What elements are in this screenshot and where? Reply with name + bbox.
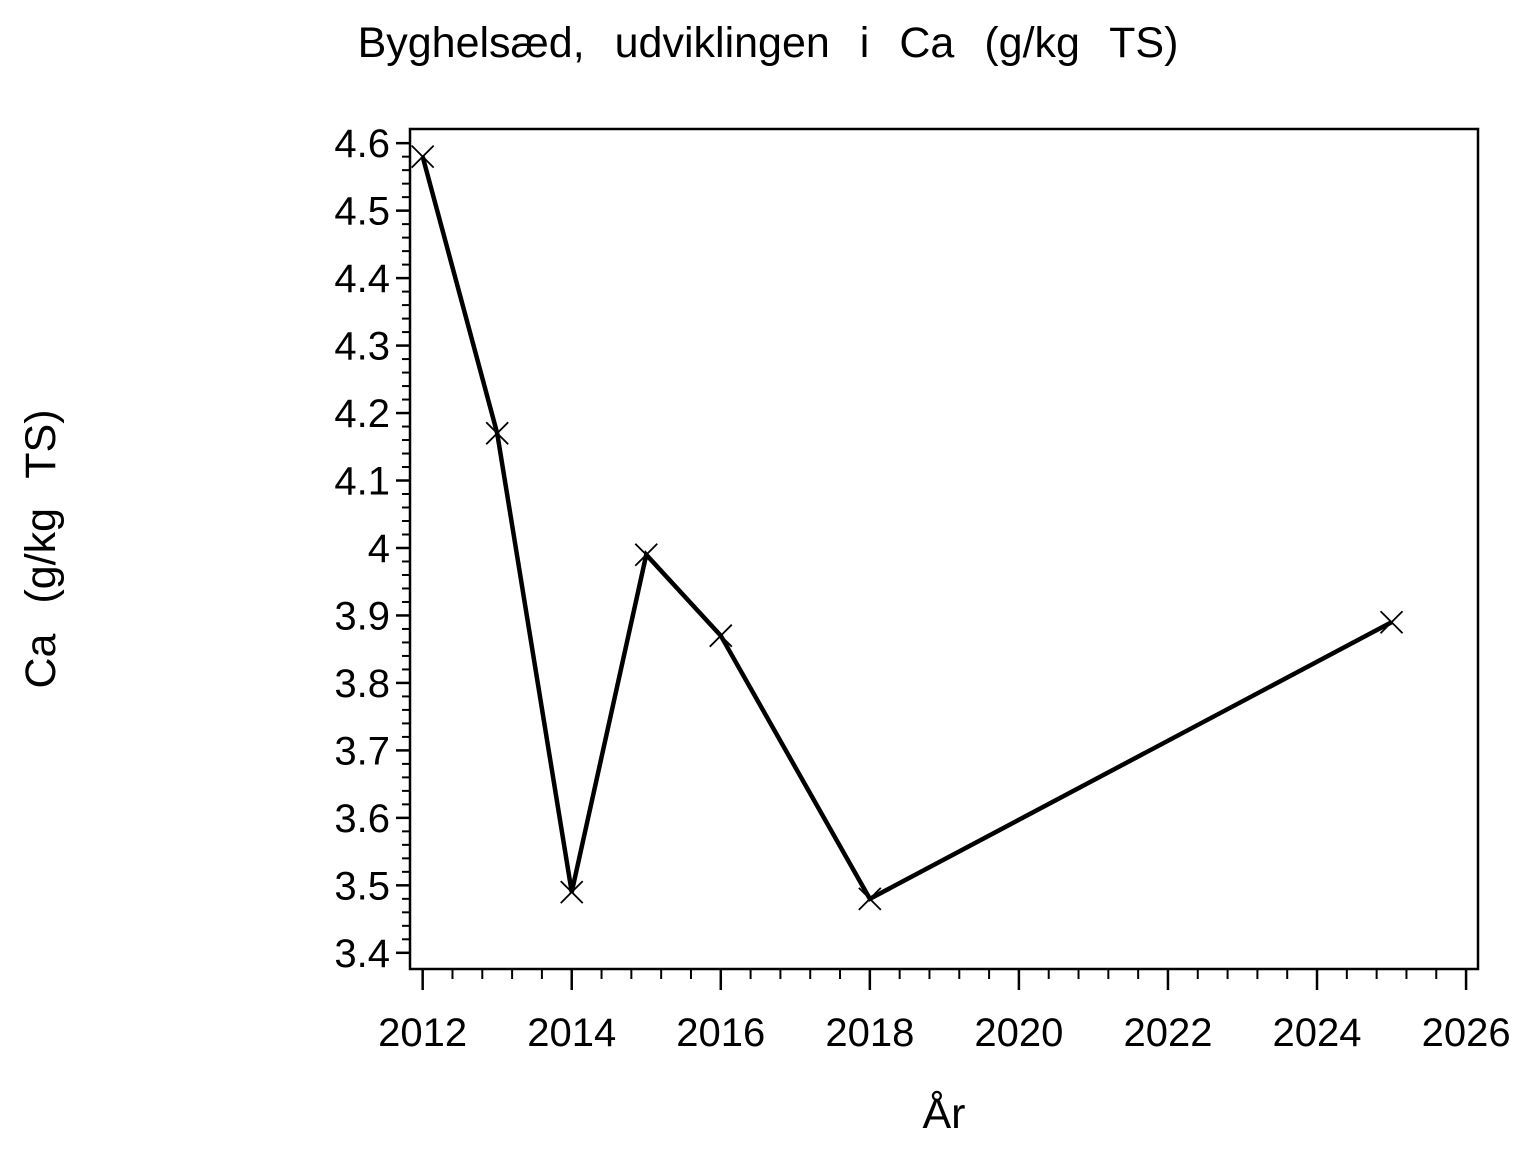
chart-title: Byghelsæd, udviklingen i Ca (g/kg TS) [358, 19, 1179, 67]
marker-stroke [411, 145, 435, 169]
marker-stroke [858, 887, 882, 911]
x-axis-label: År [923, 1090, 966, 1138]
data-point-marker [634, 543, 658, 567]
plot-area: 3.4 3.5 3.6 3.7 3.8 3.9 4 4.1 4.2 4.3 4.4 4.5 4.6 201… [334, 122, 1510, 1055]
data-point-marker [1379, 610, 1404, 634]
marker-stroke [485, 421, 509, 445]
y-tick-label: 4.4 [334, 257, 390, 301]
marker-stroke [1379, 610, 1404, 634]
y-axis-label: Ca (g/kg TS) [17, 409, 65, 688]
x-tick-label: 2020 [974, 1011, 1063, 1055]
data-point-marker [709, 624, 733, 648]
x-tick-label: 2016 [676, 1011, 765, 1055]
y-tick-label: 3.9 [334, 594, 390, 638]
y-tick-label: 3.8 [334, 662, 390, 706]
x-tick-label: 2012 [378, 1011, 467, 1055]
data-point-marker [411, 145, 435, 169]
y-tick-label: 3.6 [334, 797, 390, 841]
y-tick-label: 4.3 [334, 325, 390, 369]
plot-frame [408, 127, 1480, 971]
y-tick-label: 3.4 [334, 932, 390, 976]
marker-stroke [634, 543, 658, 567]
x-tick-label: 2018 [825, 1011, 914, 1055]
y-tick-label: 3.5 [334, 864, 390, 908]
data-point-marker [560, 880, 584, 904]
x-tick-label: 2026 [1422, 1011, 1511, 1055]
marker-stroke [709, 624, 733, 648]
y-tick-label: 4.5 [334, 190, 390, 234]
marker-stroke [560, 880, 584, 904]
y-tick-label: 4.1 [334, 460, 390, 504]
data-point-marker [858, 887, 882, 911]
data-point-marker [485, 421, 509, 445]
y-tick-label: 4.6 [334, 122, 390, 166]
y-tick-label: 3.7 [334, 729, 390, 773]
x-tick-label: 2022 [1123, 1011, 1212, 1055]
y-tick-label: 4 [368, 527, 390, 571]
x-tick-label: 2024 [1273, 1011, 1362, 1055]
data-line [420, 156, 1393, 902]
x-tick-label: 2014 [527, 1011, 616, 1055]
y-tick-label: 4.2 [334, 392, 390, 436]
